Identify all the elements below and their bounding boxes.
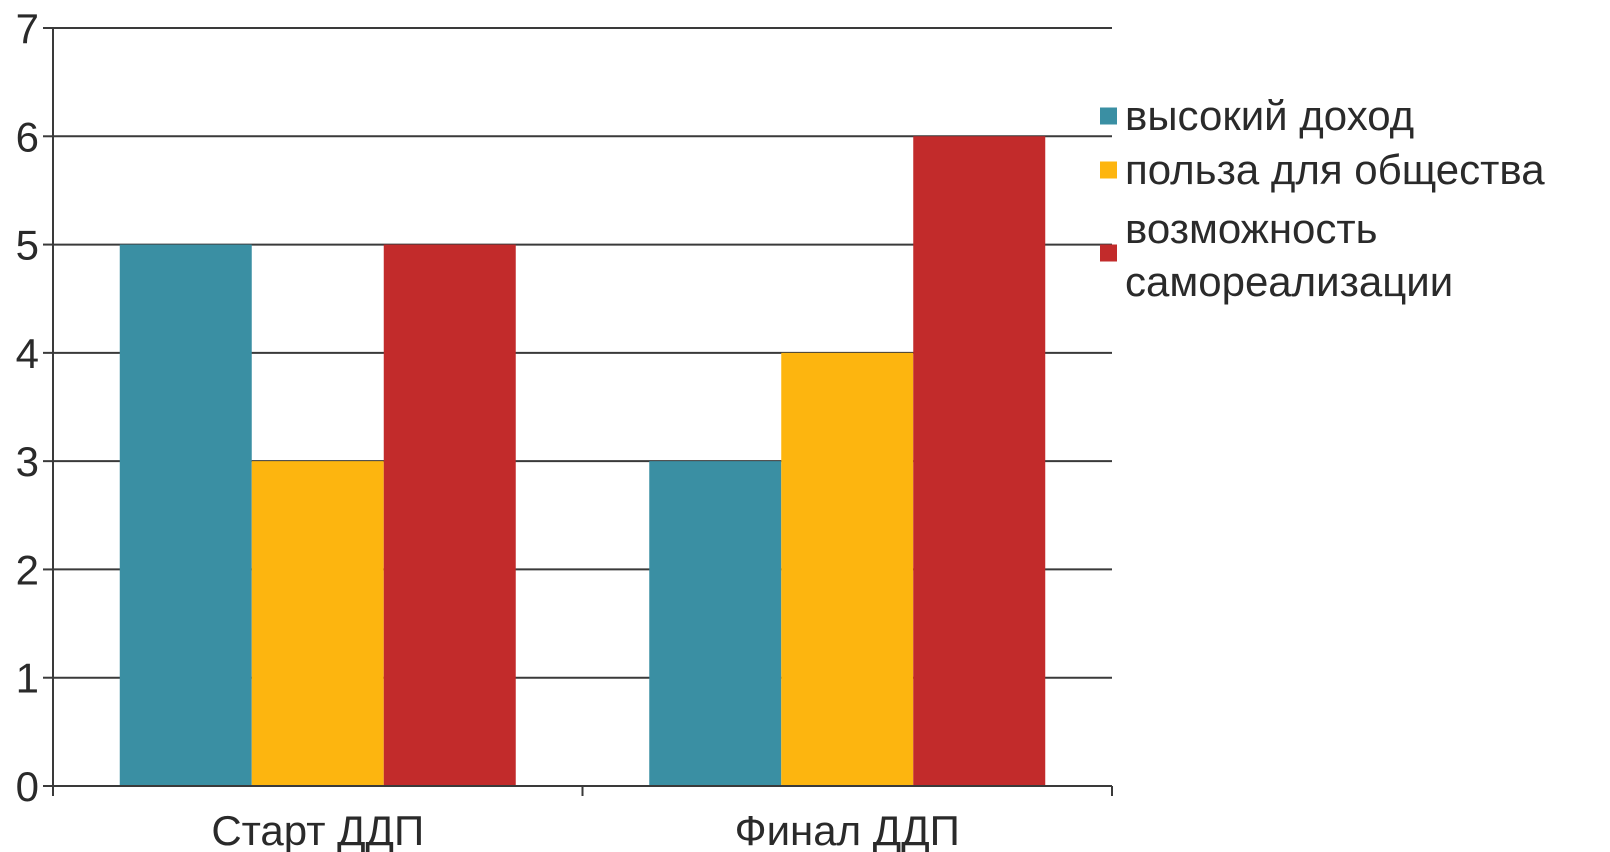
bar [781,352,914,786]
y-tick-label: 0 [16,763,39,810]
y-tick-labels: 0 1 2 3 4 5 6 7 [16,5,39,810]
bar [119,244,252,787]
y-tick-label: 2 [16,546,39,593]
bar [913,136,1046,787]
legend-label: высокий доход [1125,92,1414,139]
legend-label: возможность [1125,205,1378,252]
legend-swatch [1100,107,1117,125]
x-tick-label: Старт ДДП [211,807,424,852]
legend: высокий доход польза для общества возможно… [1100,92,1545,305]
bar [383,244,516,787]
y-tick-label: 5 [16,222,39,269]
legend-label: самореализации [1125,258,1453,305]
y-tick-label: 7 [16,5,39,52]
y-tick-label: 4 [16,330,39,377]
bars [119,136,1046,787]
legend-label: польза для общества [1125,146,1545,193]
y-tick-label: 3 [16,438,39,485]
axes [43,27,1113,796]
x-tick-label: Финал ДДП [735,807,960,852]
bar [251,461,384,786]
y-tick-label: 1 [16,655,39,702]
legend-swatch [1100,244,1117,262]
y-tick-label: 6 [16,113,39,160]
bar [649,461,782,786]
legend-swatch [1100,161,1117,179]
x-tick-labels: Старт ДДП Финал ДДП [211,807,960,852]
